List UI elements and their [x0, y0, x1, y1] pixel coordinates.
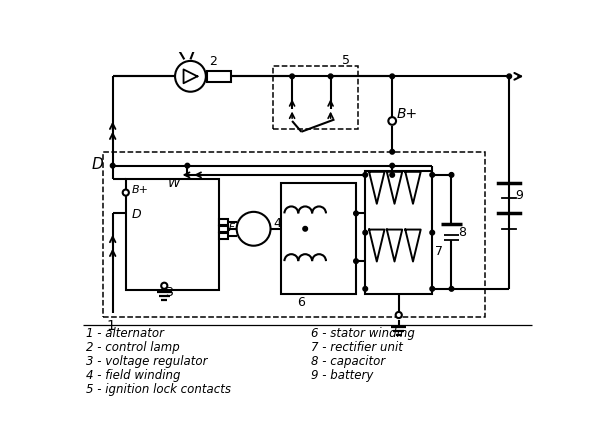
Circle shape — [449, 287, 454, 291]
Text: B+: B+ — [397, 107, 418, 121]
Bar — [208, 72, 230, 82]
Text: 3: 3 — [165, 286, 173, 299]
Text: 8 - capacitor: 8 - capacitor — [311, 354, 386, 367]
Text: 5 - ignition lock contacts: 5 - ignition lock contacts — [86, 382, 231, 395]
Bar — [219, 233, 228, 239]
Text: D: D — [132, 208, 142, 220]
Bar — [103, 152, 485, 318]
Text: 6: 6 — [298, 296, 305, 309]
Bar — [273, 67, 358, 129]
Circle shape — [303, 227, 308, 232]
Text: B+: B+ — [132, 184, 149, 194]
Text: 7: 7 — [436, 244, 443, 257]
Circle shape — [363, 287, 368, 291]
Bar — [281, 183, 356, 295]
Bar — [219, 219, 228, 226]
Circle shape — [390, 164, 395, 169]
Text: 1 - alternator: 1 - alternator — [86, 326, 164, 339]
Text: 8: 8 — [458, 226, 466, 239]
Text: 1: 1 — [107, 318, 115, 332]
Circle shape — [290, 75, 295, 79]
Circle shape — [388, 118, 396, 126]
Text: 3 - voltage regulator: 3 - voltage regulator — [86, 354, 207, 367]
Text: D: D — [92, 156, 104, 171]
Text: 9: 9 — [515, 188, 523, 201]
Circle shape — [354, 212, 358, 216]
Text: W: W — [168, 177, 181, 190]
Circle shape — [354, 259, 358, 264]
Circle shape — [236, 212, 271, 246]
Text: 4: 4 — [274, 217, 281, 230]
Circle shape — [185, 164, 190, 169]
Text: 6 - stator winding: 6 - stator winding — [311, 326, 415, 339]
Circle shape — [395, 312, 402, 318]
Circle shape — [175, 62, 206, 92]
Text: 5: 5 — [342, 54, 350, 67]
Circle shape — [363, 173, 368, 178]
Text: 4 - field winding: 4 - field winding — [86, 368, 180, 381]
Bar — [365, 172, 432, 295]
Circle shape — [363, 231, 368, 235]
Circle shape — [449, 173, 454, 178]
Text: 2: 2 — [209, 55, 217, 68]
Text: 2 - control lamp: 2 - control lamp — [86, 340, 179, 353]
Bar — [126, 179, 219, 291]
Circle shape — [110, 164, 115, 169]
Circle shape — [430, 231, 434, 235]
Circle shape — [390, 173, 395, 178]
Circle shape — [390, 150, 395, 155]
Circle shape — [123, 190, 129, 196]
Circle shape — [328, 75, 333, 79]
Bar — [219, 226, 228, 232]
Circle shape — [161, 283, 167, 289]
Circle shape — [430, 287, 434, 291]
Circle shape — [390, 75, 395, 79]
Circle shape — [507, 75, 512, 79]
Text: 9 - battery: 9 - battery — [311, 368, 374, 381]
Text: DF: DF — [220, 223, 235, 233]
Text: 7 - rectifier unit: 7 - rectifier unit — [311, 340, 403, 353]
Bar — [146, 226, 219, 285]
Circle shape — [430, 173, 434, 178]
